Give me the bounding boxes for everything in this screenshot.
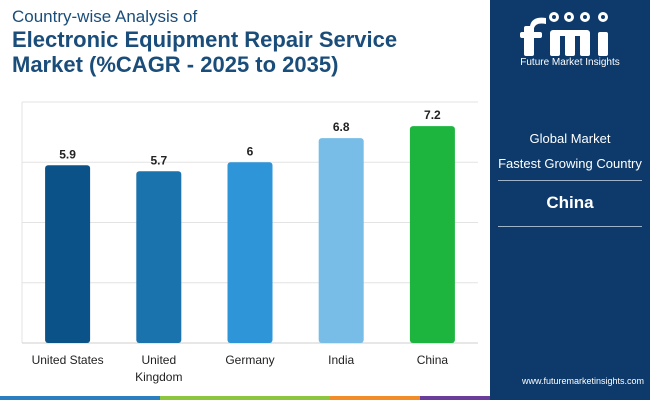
bar (45, 165, 91, 343)
bottom-color-strip (0, 396, 490, 400)
data-label: 6 (247, 144, 254, 158)
strip-segment (160, 396, 330, 400)
panel-divider (498, 180, 642, 181)
bar (227, 162, 273, 343)
strip-segment (0, 396, 160, 400)
x-tick-label: United (141, 353, 176, 367)
chart-title-line-1: Electronic Equipment Repair Service (12, 27, 398, 52)
bar-chart: 5.9 United States 5.7 United Kingdom 6 Germany… (21, 101, 478, 384)
chart-title: Electronic Equipment Repair Service Mark… (12, 27, 397, 77)
fastest-growing-country: China (546, 193, 594, 212)
strip-segment (420, 396, 490, 400)
bar (136, 171, 182, 343)
x-tick-label: China (417, 353, 449, 367)
website-url[interactable]: www.futuremarketinsights.com (521, 376, 644, 386)
panel-divider (498, 226, 642, 227)
fmi-logo (520, 12, 608, 56)
bar (409, 126, 455, 343)
data-label: 7.2 (424, 108, 441, 122)
strip-segment (330, 396, 420, 400)
x-tick-label: United States (32, 353, 104, 367)
panel-label-global-market: Global Market (529, 131, 611, 146)
brand-name: Future Market Insights (520, 57, 620, 68)
chart-title-line-2: Market (%CAGR - 2025 to 2035) (12, 52, 339, 77)
data-label: 6.8 (333, 120, 350, 134)
summary-panel: Future Market Insights Global Market Fas… (490, 0, 650, 400)
bar (318, 138, 364, 343)
chart-subtitle: Country-wise Analysis of (12, 7, 198, 26)
x-tick-label: Germany (225, 353, 274, 367)
panel-label-fastest-growing: Fastest Growing Country (498, 156, 642, 171)
data-label: 5.7 (150, 153, 167, 167)
data-label: 5.9 (59, 147, 76, 161)
x-tick-label: Kingdom (135, 370, 182, 384)
x-tick-label: India (328, 353, 354, 367)
